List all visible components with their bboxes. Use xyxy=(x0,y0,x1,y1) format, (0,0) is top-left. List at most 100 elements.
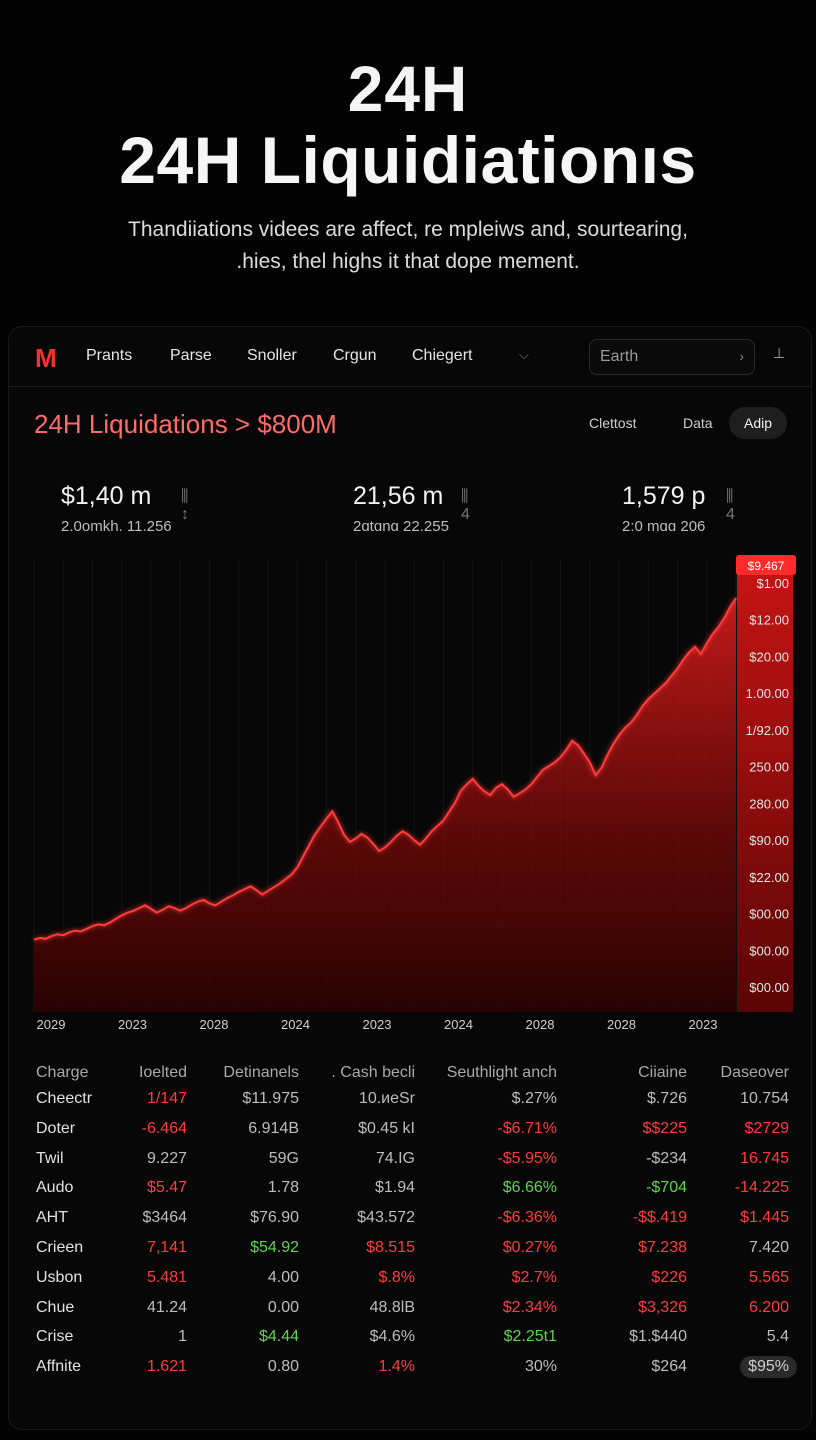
upload-icon[interactable]: ⊥ xyxy=(773,345,786,361)
table-cell: $2729 xyxy=(744,1119,790,1137)
table-cell: $1.$440 xyxy=(629,1328,687,1346)
table-cell: 7,141 xyxy=(146,1239,187,1256)
table-cell: 1/147 xyxy=(146,1090,187,1107)
table-row[interactable]: Cheectr 1/147 $11.975 10.иeSr $.27% $.726 10.7… xyxy=(9,1090,811,1114)
table-cell: 0.80 xyxy=(267,1358,299,1376)
table-cell: $.726 xyxy=(646,1090,687,1107)
table-cell: 1.4% xyxy=(378,1358,415,1376)
nav-item-5[interactable]: Chiegert xyxy=(412,347,473,364)
x-tick-label: 2023 xyxy=(363,1017,392,1032)
nav-item-4[interactable]: Crgun xyxy=(333,347,377,364)
table-cell: $2.34% xyxy=(502,1298,557,1316)
x-tick-label: 2028 xyxy=(526,1017,555,1032)
table-row[interactable]: Doter -6.464 6.914B $0.45 kI -$6.71% $$225 $27… xyxy=(9,1119,811,1144)
table-cell: 74.IG xyxy=(375,1149,415,1167)
table-row[interactable]: Affnite 1.621 0.80 1.4% 30% $264 $95% xyxy=(9,1356,811,1382)
table-cell: 5.481 xyxy=(146,1268,187,1286)
table-cell: $54.92 xyxy=(250,1239,299,1256)
table-cell: $264 xyxy=(651,1358,687,1376)
chevron-down-icon[interactable]: ⌵ xyxy=(519,347,529,362)
tab-clettost[interactable]: Clettost xyxy=(589,415,637,431)
stat-subtext: 2.0omkh. 11.256 xyxy=(61,518,172,535)
y-tick-label: $12.00 xyxy=(749,613,789,628)
table-row[interactable]: Audo $5.47 1.78 $1.94 $6.66% -$704 -14.225 xyxy=(9,1179,811,1203)
row-name: Crieen xyxy=(36,1239,84,1256)
table-cell: $4.6% xyxy=(369,1328,415,1346)
y-tick-label: 280.00 xyxy=(749,796,789,811)
stat-value: $1,40 m xyxy=(61,482,152,510)
table-cell: 6.914B xyxy=(248,1119,299,1137)
table-cell: 5.565 xyxy=(748,1268,789,1286)
current-value-label: $9.467 xyxy=(748,559,785,573)
x-tick-label: 2023 xyxy=(689,1017,718,1032)
table-cell: 9.227 xyxy=(146,1149,187,1167)
table-header-cell: Seuthlight anch xyxy=(446,1064,557,1081)
table-row[interactable]: Usbon 5.481 4.00 $.8% $2.7% $226 5.565 xyxy=(9,1268,811,1293)
stat-trend-icon: ⫼ 4 xyxy=(726,488,735,523)
table-cell: $.27% xyxy=(511,1090,557,1107)
y-tick-label: $90.00 xyxy=(749,833,789,848)
table-cell: 10.754 xyxy=(740,1090,789,1107)
table-cell: -$704 xyxy=(646,1179,687,1197)
table-row[interactable]: Twil 9.227 59G 74.IG -$5.95% -$234 16.745 xyxy=(9,1149,811,1174)
table-cell: 16.745 xyxy=(740,1149,789,1167)
hero-description: Thandiiations videes are affect, re mple… xyxy=(60,214,756,278)
y-tick-label: $00.00 xyxy=(749,980,789,995)
row-name: Twil xyxy=(36,1149,64,1167)
x-tick-label: 2028 xyxy=(607,1017,636,1032)
table-header-cell: . Cash becli xyxy=(331,1064,415,1081)
table-cell: 5.4 xyxy=(766,1328,789,1346)
search-box[interactable]: › xyxy=(589,339,755,375)
x-tick-label: 2024 xyxy=(281,1017,310,1032)
table-cell: 7.420 xyxy=(748,1239,789,1256)
table-cell: $0.27% xyxy=(502,1239,557,1256)
stat-value: 21,56 m xyxy=(353,482,444,510)
hero-description-line-1: Thandiiations videes are affect, re mple… xyxy=(128,218,688,241)
table-cell: $8.515 xyxy=(366,1239,415,1256)
table-cell: $5.47 xyxy=(146,1179,187,1197)
top-nav: M Prants Parse Snoller Crgun Chiegert ⌵ … xyxy=(9,327,811,387)
row-name: AHT xyxy=(36,1209,68,1227)
hero-description-line-2: .hies, thel highs it that dope mement. xyxy=(236,250,580,273)
current-value-badge: $9.467 xyxy=(736,555,796,575)
y-tick-label: $00.00 xyxy=(749,943,789,958)
row-name: Crise xyxy=(36,1328,74,1346)
table-cell: -6.464 xyxy=(141,1119,187,1137)
table-cell: 48.8lB xyxy=(369,1298,415,1316)
stat-subtext: 2ɑtɑnɑ 22.255 xyxy=(353,518,449,535)
hero-title: 24H Liquidiationıs xyxy=(119,123,697,197)
tab-data[interactable]: Data xyxy=(683,415,713,431)
row-name: Cheectr xyxy=(36,1090,93,1107)
nav-item-2[interactable]: Parse xyxy=(170,347,212,364)
x-axis-ticks: 2029 2023 2028 2024 2023 2024 2028 2028 2023 xyxy=(37,1017,718,1032)
table-row[interactable]: AHT $3464 $76.90 $43.572 -$6.36% -$$.419 $1.44… xyxy=(9,1209,811,1233)
stat-trend-icon: ⫼ ↕ xyxy=(181,488,189,523)
row-name: Doter xyxy=(36,1119,76,1137)
table-cell: 59G xyxy=(268,1149,299,1167)
brand-logo[interactable]: M xyxy=(35,343,57,373)
table-cell: $226 xyxy=(651,1268,687,1286)
x-tick-label: 2029 xyxy=(37,1017,66,1032)
chevron-right-icon[interactable]: › xyxy=(739,348,744,364)
table-row[interactable]: Crise 1 $4.44 $4.6% $2.25t1 $1.$440 5.4 xyxy=(9,1328,811,1352)
stat-value: 1,579 p xyxy=(622,482,706,510)
table-row[interactable]: Crieen 7,141 $54.92 $8.515 $0.27% $7.238 7.420 xyxy=(9,1239,811,1263)
table-cell: 10.иeSr xyxy=(358,1090,415,1107)
area-fill xyxy=(34,598,736,1012)
series-line xyxy=(33,597,737,941)
table-cell: -14.225 xyxy=(734,1179,789,1197)
table-header-cell: Charge xyxy=(36,1064,89,1081)
table-cell: $1.94 xyxy=(374,1179,415,1197)
tab-adip[interactable]: Adip xyxy=(729,407,788,439)
search-input[interactable] xyxy=(600,347,720,367)
table-cell: 1.78 xyxy=(267,1179,299,1197)
table-row[interactable]: Chue 41.24 0.00 48.8lB $2.34% $3,326 6.200 xyxy=(9,1298,811,1323)
y-tick-label: 1.00.00 xyxy=(746,686,789,701)
table-cell: -$5.95% xyxy=(497,1149,557,1167)
nav-item-1[interactable]: Prants xyxy=(86,347,133,364)
table-header-cell: Ioelted xyxy=(138,1064,187,1081)
nav-item-3[interactable]: Snoller xyxy=(247,347,297,364)
liquidations-area-chart: $1.00 $12.00 $20.00 1.00.00 1/92.00 250.00 280… xyxy=(33,555,796,1032)
y-axis-ticks: $1.00 $12.00 $20.00 1.00.00 1/92.00 250.00 280… xyxy=(746,576,789,995)
x-tick-label: 2028 xyxy=(200,1017,229,1032)
